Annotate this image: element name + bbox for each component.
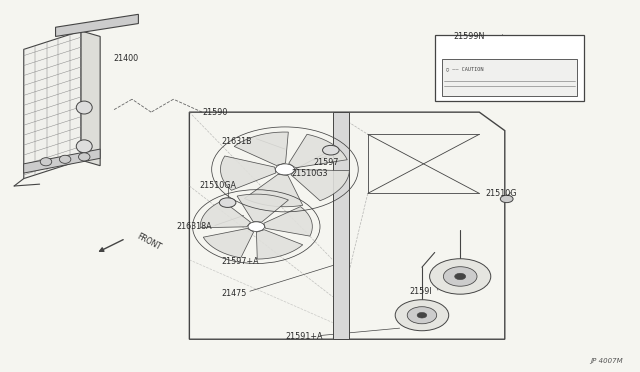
Polygon shape: [244, 174, 303, 207]
Circle shape: [248, 222, 264, 231]
Circle shape: [500, 195, 513, 203]
Bar: [442, 59, 577, 96]
Text: 21597: 21597: [314, 157, 339, 167]
Polygon shape: [264, 206, 312, 236]
Text: 21590: 21590: [202, 108, 227, 117]
Polygon shape: [200, 201, 250, 228]
Text: 216318A: 216318A: [177, 222, 212, 231]
Text: 21599N: 21599N: [454, 32, 485, 41]
Polygon shape: [333, 112, 349, 339]
Text: 21400: 21400: [113, 54, 138, 63]
Circle shape: [275, 164, 294, 175]
Bar: [435, 35, 584, 101]
Text: ○ —— CAUTION: ○ —— CAUTION: [445, 67, 483, 72]
Circle shape: [220, 198, 236, 208]
Ellipse shape: [76, 140, 92, 153]
Polygon shape: [257, 230, 303, 259]
Polygon shape: [237, 194, 289, 222]
Polygon shape: [220, 156, 276, 190]
Circle shape: [454, 273, 466, 280]
Polygon shape: [234, 132, 289, 166]
Polygon shape: [24, 149, 100, 173]
Ellipse shape: [40, 158, 52, 166]
Circle shape: [407, 307, 436, 324]
Text: 21631B: 21631B: [221, 137, 252, 146]
Circle shape: [429, 259, 491, 294]
Ellipse shape: [60, 155, 71, 163]
Polygon shape: [24, 31, 81, 179]
Circle shape: [323, 145, 339, 155]
Text: 2159I: 2159I: [409, 287, 432, 296]
Circle shape: [444, 267, 477, 286]
Polygon shape: [56, 14, 138, 36]
Polygon shape: [289, 134, 348, 168]
Text: FRONT: FRONT: [135, 232, 163, 252]
Polygon shape: [291, 170, 349, 201]
Text: JP 4007M: JP 4007M: [590, 358, 623, 364]
Text: 21475: 21475: [221, 289, 246, 298]
Text: 21510GA: 21510GA: [199, 182, 236, 190]
Circle shape: [417, 312, 427, 318]
Circle shape: [395, 300, 449, 331]
Text: 21597+A: 21597+A: [221, 257, 259, 266]
Polygon shape: [81, 31, 100, 166]
Text: 21510G: 21510G: [486, 189, 517, 198]
Ellipse shape: [76, 101, 92, 114]
Text: 21591+A: 21591+A: [285, 332, 323, 341]
Text: 21510G3: 21510G3: [291, 169, 328, 177]
Ellipse shape: [79, 153, 90, 161]
Polygon shape: [204, 228, 253, 258]
